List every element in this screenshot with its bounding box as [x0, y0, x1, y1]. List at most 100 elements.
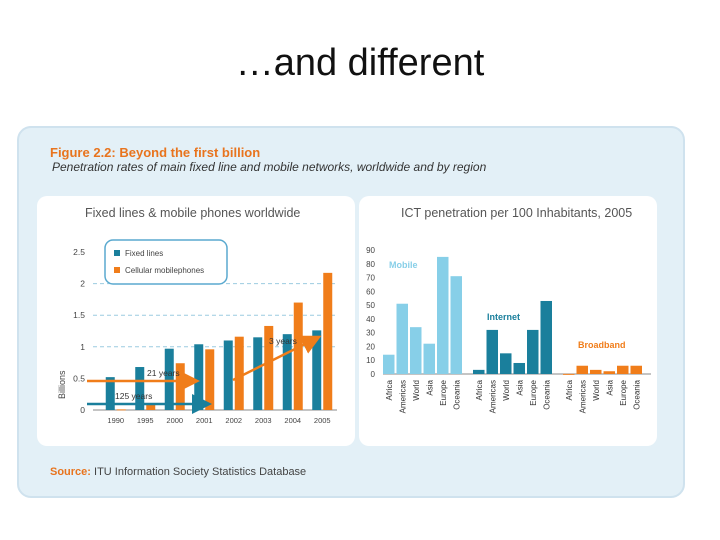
- y-tick-label: 90: [366, 246, 375, 255]
- figure-subtitle: Penetration rates of main fixed line and…: [52, 160, 487, 174]
- bar-broadband: [590, 369, 602, 374]
- legend-label-mobile: Cellular mobilephones: [125, 266, 204, 275]
- slide-title: …and different: [235, 42, 485, 84]
- bar-cellular-mobile: [234, 336, 244, 410]
- bar-mobile: [396, 303, 408, 374]
- bar-internet: [486, 329, 498, 374]
- bar-internet: [473, 369, 485, 374]
- y-tick-label: 10: [366, 356, 375, 365]
- x-tick-label: 2003: [255, 416, 272, 425]
- figure-title: Figure 2.2: Beyond the first billion: [50, 145, 261, 160]
- x-tick-label: Europe: [529, 379, 538, 405]
- chart-title: ICT penetration per 100 Inhabitants, 200…: [401, 206, 632, 220]
- y-tick-label: 0.5: [73, 373, 85, 383]
- bar-cellular-mobile: [116, 409, 126, 411]
- annotation-125-years: 125 years: [115, 391, 152, 401]
- x-tick-label: 2000: [166, 416, 183, 425]
- x-tick-label: Americas: [488, 380, 497, 413]
- x-tick-label: Africa: [565, 379, 574, 400]
- bar-fixed-lines: [164, 348, 174, 410]
- bar-cellular-mobile: [146, 404, 156, 410]
- ict-penetration-chart: ICT penetration per 100 Inhabitants, 200…: [366, 206, 651, 413]
- legend-swatch-fixed: [114, 250, 120, 256]
- legend-swatch-mobile: [114, 267, 120, 273]
- x-tick-label: Europe: [619, 379, 628, 405]
- x-tick-label: Europe: [439, 379, 448, 405]
- y-tick-label: 2.5: [73, 247, 85, 257]
- bar-internet: [513, 362, 525, 374]
- bar-broadband: [563, 373, 575, 375]
- y-tick-label: 40: [366, 315, 375, 324]
- x-tick-label: 2001: [196, 416, 213, 425]
- x-tick-label: 2002: [225, 416, 242, 425]
- bar-fixed-lines: [105, 377, 115, 410]
- annotation-3-years: 3 years: [269, 336, 297, 346]
- source-label: Source:: [50, 466, 91, 478]
- legend-label-fixed: Fixed lines: [125, 249, 163, 258]
- bar-broadband: [630, 365, 642, 374]
- source-text: ITU Information Society Statistics Datab…: [94, 466, 307, 478]
- y-tick-label: 1.5: [73, 310, 85, 320]
- bar-fixed-lines: [135, 367, 145, 410]
- y-tick-label: 50: [366, 301, 375, 310]
- x-tick-label: Oceania: [632, 379, 641, 409]
- x-tick-label: 2005: [314, 416, 331, 425]
- bar-cellular-mobile: [205, 349, 215, 410]
- group-label-broadband: Broadband: [578, 340, 626, 350]
- annotation-21-years: 21 years: [147, 368, 180, 378]
- bar-broadband: [617, 365, 629, 374]
- figure-panel: Figure 2.2: Beyond the first billion Pen…: [17, 126, 685, 498]
- x-tick-label: Oceania: [452, 379, 461, 409]
- x-tick-label: Africa: [475, 379, 484, 400]
- y-axis-label: Billions: [57, 370, 67, 399]
- bar-mobile: [423, 343, 435, 374]
- bar-internet: [540, 300, 552, 374]
- fixed-mobile-chart: Fixed lines & mobile phones worldwide 0 0.…: [57, 206, 337, 425]
- y-tick-label: 0: [371, 370, 376, 379]
- y-tick-label: 80: [366, 260, 375, 269]
- y-tick-label: 2: [80, 279, 85, 289]
- bar-internet: [500, 353, 512, 374]
- legend-box: [104, 239, 228, 285]
- x-tick-label: 1995: [137, 416, 154, 425]
- bar-mobile: [383, 354, 395, 374]
- x-tick-label: World: [412, 380, 421, 401]
- chart-title: Fixed lines & mobile phones worldwide: [85, 206, 300, 220]
- bar-cellular-mobile: [264, 325, 274, 410]
- bar-cellular-mobile: [323, 272, 333, 410]
- bar-internet: [527, 329, 539, 374]
- x-tick-label: Americas: [578, 380, 587, 413]
- x-tick-label: Oceania: [542, 379, 551, 409]
- bar-broadband: [603, 371, 615, 374]
- y-tick-label: 60: [366, 287, 375, 296]
- y-tick-label: 1: [80, 342, 85, 352]
- x-tick-label: World: [592, 380, 601, 401]
- y-tick-label: 0: [80, 405, 85, 415]
- y-tick-label: 20: [366, 342, 375, 351]
- x-tick-label: World: [502, 380, 511, 401]
- right-chart-panel: ICT penetration per 100 Inhabitants, 200…: [359, 196, 657, 446]
- bar-fixed-lines: [312, 330, 322, 410]
- bar-fixed-lines: [223, 340, 233, 410]
- group-label-mobile: Mobile: [389, 260, 418, 270]
- y-tick-label: 70: [366, 274, 375, 283]
- x-tick-label: 1990: [107, 416, 124, 425]
- source-line: Source: ITU Information Society Statisti…: [50, 466, 306, 478]
- x-tick-label: Asia: [515, 379, 524, 395]
- bar-broadband: [576, 365, 588, 374]
- bar-fixed-lines: [282, 334, 292, 410]
- bar-mobile: [437, 256, 449, 374]
- bar-mobile: [410, 327, 422, 374]
- bar-fixed-lines: [194, 344, 204, 410]
- x-tick-label: Asia: [605, 379, 614, 395]
- y-tick-label: 30: [366, 329, 375, 338]
- bar-mobile: [450, 276, 462, 374]
- x-tick-label: Asia: [425, 379, 434, 395]
- bar-fixed-lines: [253, 337, 263, 410]
- x-tick-label: Africa: [385, 379, 394, 400]
- x-tick-label: Americas: [398, 380, 407, 413]
- bar-cellular-mobile: [293, 302, 303, 410]
- arrow-3-years: [232, 335, 322, 382]
- x-tick-label: 2004: [284, 416, 301, 425]
- left-chart-panel: Fixed lines & mobile phones worldwide 0 0.…: [37, 196, 355, 446]
